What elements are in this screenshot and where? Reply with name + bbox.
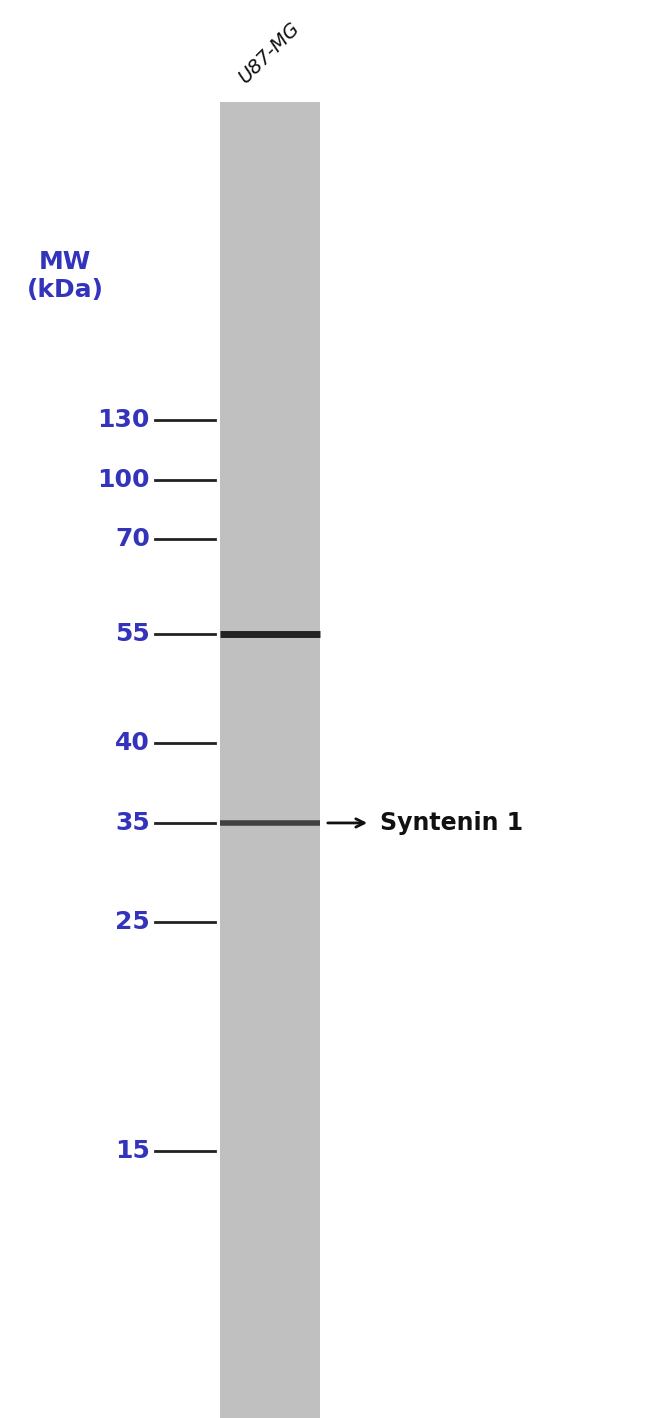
Text: 130: 130 (98, 408, 150, 432)
Text: Syntenin 1: Syntenin 1 (380, 811, 523, 835)
Text: 70: 70 (115, 527, 150, 552)
Text: 100: 100 (98, 468, 150, 492)
Text: MW
(kDa): MW (kDa) (27, 250, 103, 302)
Text: 35: 35 (115, 811, 150, 835)
Text: 15: 15 (115, 1139, 150, 1163)
Bar (220, 102, 320, 1418)
Text: 40: 40 (115, 732, 150, 756)
Text: U87-MG: U87-MG (236, 18, 304, 86)
Text: 55: 55 (115, 623, 150, 645)
Text: 25: 25 (115, 910, 150, 934)
